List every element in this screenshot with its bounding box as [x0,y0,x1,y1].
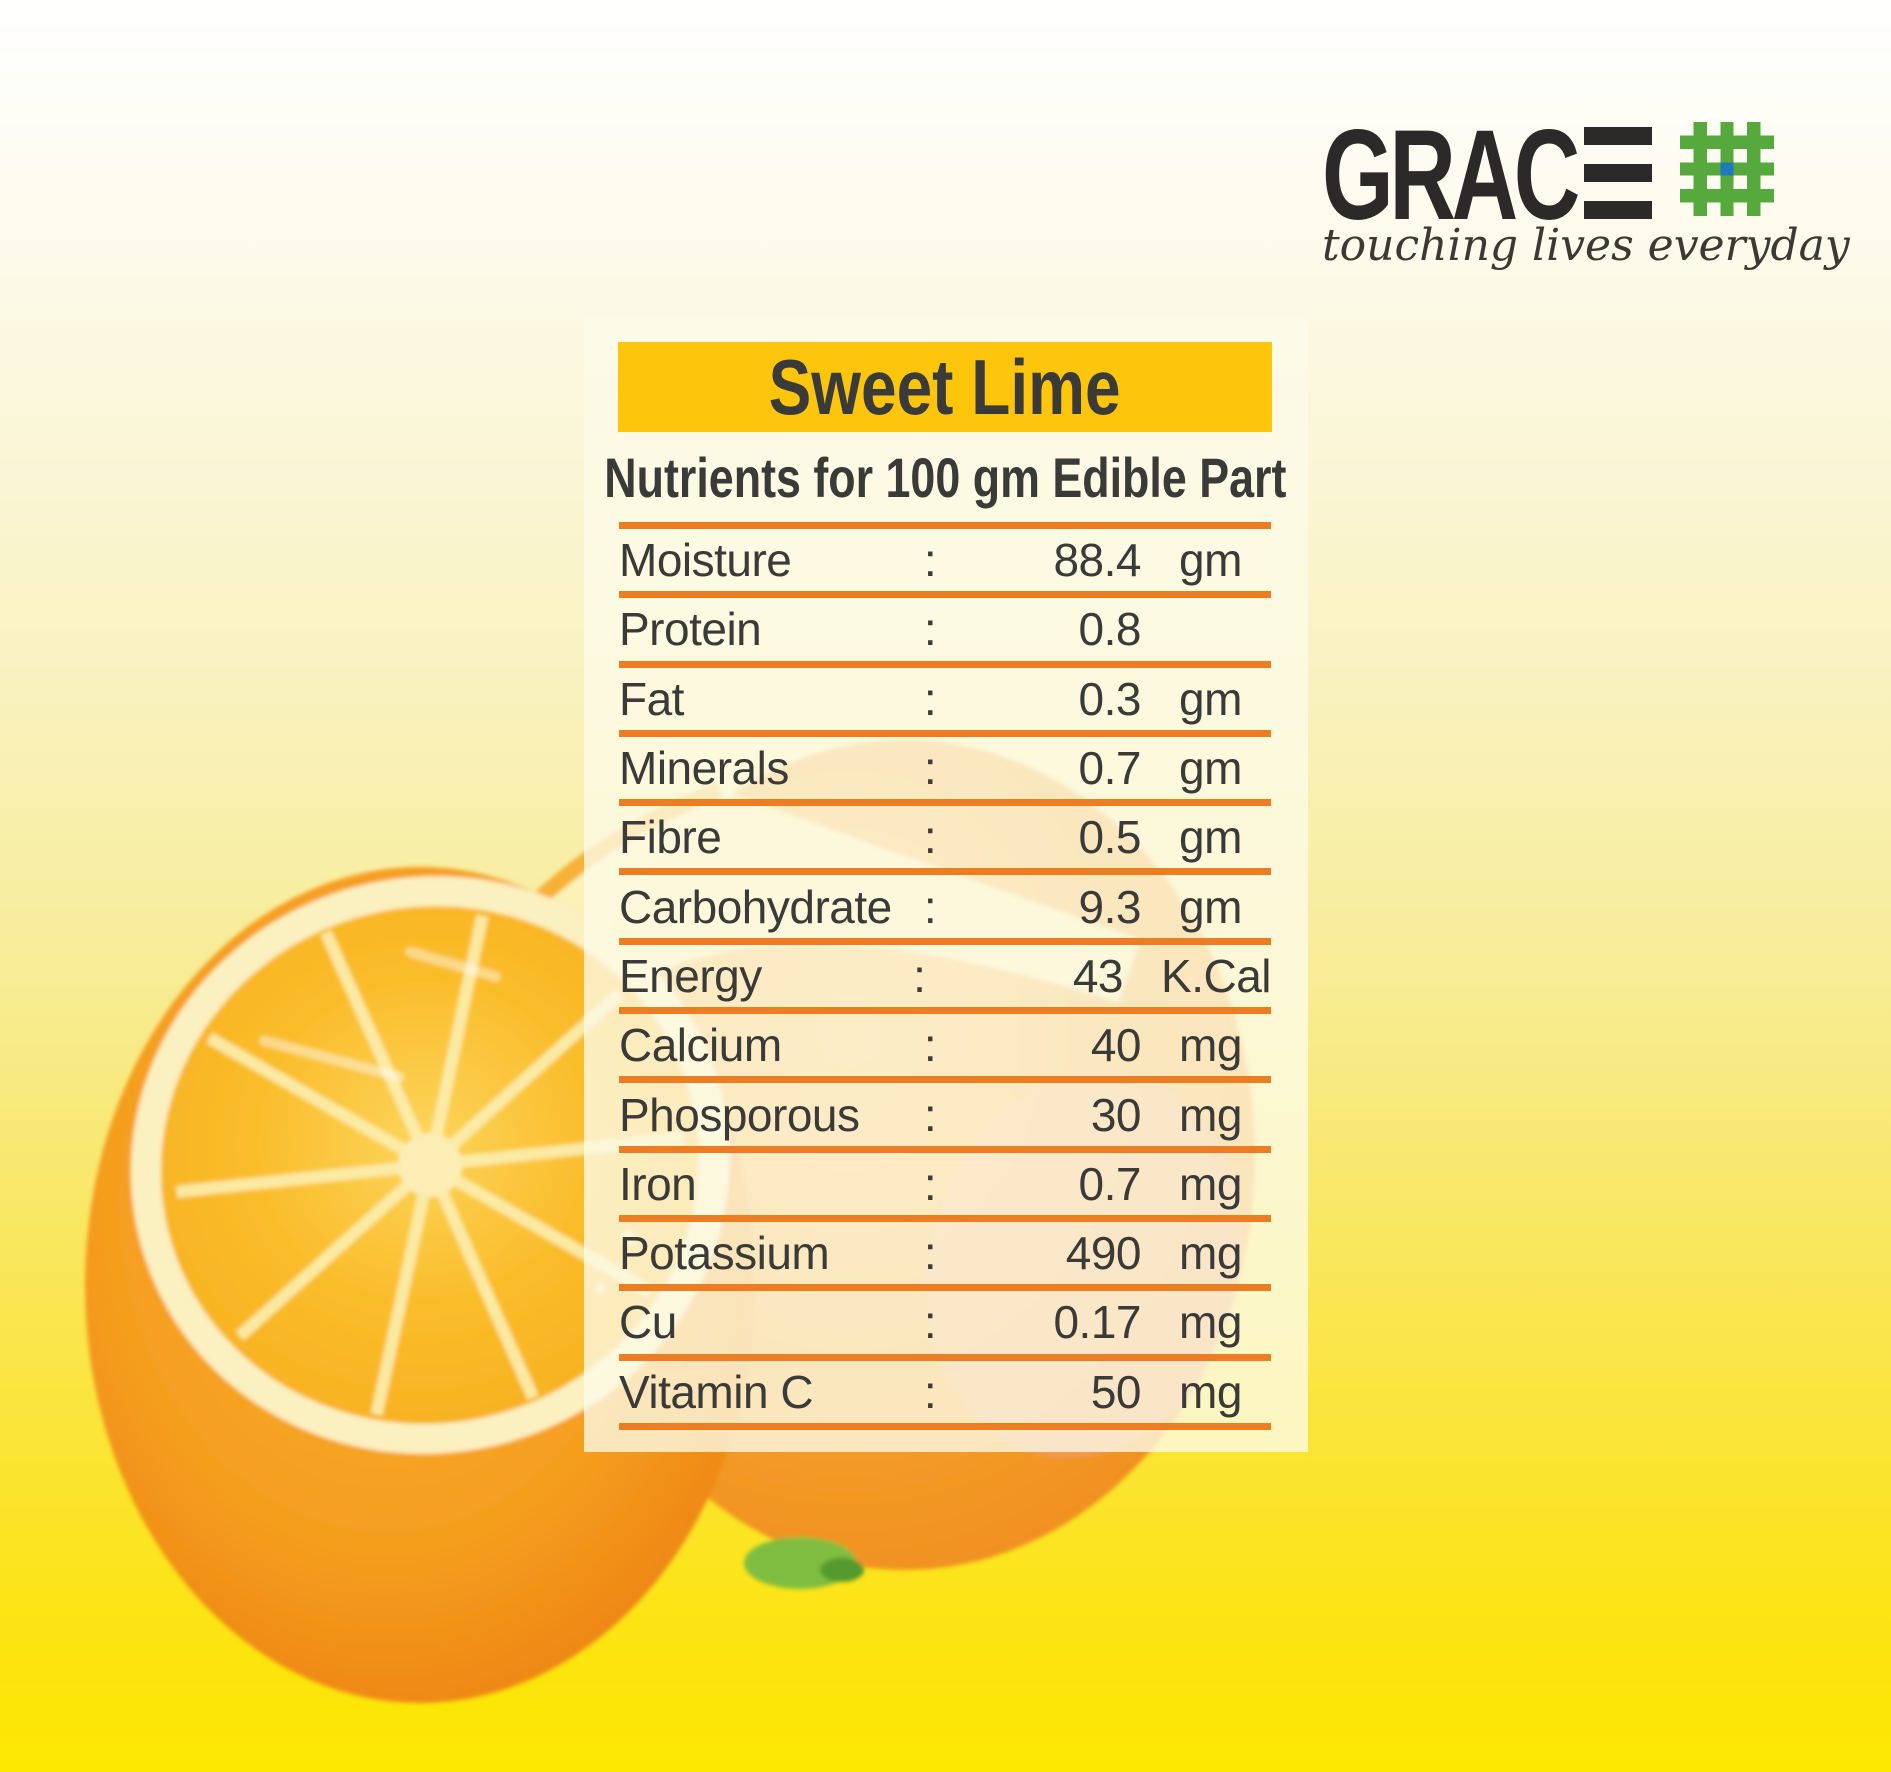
brand-wordmark: GRAC [1322,122,1652,222]
nutrient-unit: gm [1179,811,1242,864]
nutrient-label: Calcium [619,1019,782,1072]
nutrient-label: Minerals [619,742,789,795]
table-row: Minerals : 0.7 gm [619,729,1271,799]
table-row: Vitamin C : 50 mg [619,1353,1271,1423]
table-row: Moisture : 88.4 gm [619,522,1271,591]
colon-separator: : [923,1088,937,1141]
nutrient-value: 0.8 [1078,603,1142,656]
colon-separator: : [923,1019,937,1072]
nutrient-value: 30 [1090,1088,1142,1141]
grace-logo: GRAC touching lives everyday [1322,122,1850,271]
nutrient-value: 43 [1072,949,1124,1002]
nutrient-label: Fat [619,672,684,725]
logo-tagline: touching lives everyday [1322,220,1850,271]
nutrient-label: Potassium [619,1227,830,1280]
nutrient-label: Phosporous [619,1088,860,1141]
panel-subtitle-wrap: Nutrients for 100 gm Edible Part [604,432,1286,522]
table-row: Phosporous : 30 mg [619,1076,1271,1145]
leaf [744,1537,856,1589]
colon-separator: : [923,811,937,864]
panel-subtitle: Nutrients for 100 gm Edible Part [603,445,1287,509]
nutrient-value: 0.7 [1078,742,1142,795]
colon-separator: : [923,880,937,933]
table-row: Fibre : 0.5 gm [619,799,1271,868]
table-row: Carbohydrate : 9.3 gm [619,868,1271,937]
nutrient-value: 0.7 [1078,1157,1142,1210]
nutrient-value: 490 [1065,1227,1142,1280]
nutrition-panel: Sweet Lime Nutrients for 100 gm Edible P… [584,318,1308,1452]
table-row: Potassium : 490 mg [619,1214,1271,1284]
nutrient-value: 0.5 [1078,811,1142,864]
brand-letters: GRAC [1322,122,1578,222]
nutrient-table: Moisture : 88.4 gm Protein : 0.8 Fat : 0… [619,522,1271,1430]
nutrient-unit: mg [1179,1296,1242,1349]
table-row: Fat : 0.3 gm [619,660,1271,730]
nutrient-value: 40 [1090,1019,1142,1072]
table-row: Protein : 0.8 [619,591,1271,660]
nutrient-value: 0.17 [1053,1296,1141,1349]
nutrient-label: Carbohydrate [619,880,892,933]
nutrient-label: Energy [619,949,762,1002]
nutrient-label: Cu [619,1296,677,1349]
colon-separator: : [913,949,926,1002]
colon-separator: : [923,1296,937,1349]
nutrient-unit: mg [1179,1088,1242,1141]
table-row: Calcium : 40 mg [619,1007,1271,1076]
colon-separator: : [923,672,937,725]
nutrient-label: Moisture [619,534,792,587]
brand-row: GRAC [1322,122,1774,222]
colon-separator: : [923,742,937,795]
table-row: Cu : 0.17 mg [619,1284,1271,1353]
nutrient-value: 9.3 [1078,880,1142,933]
nutrient-unit: gm [1179,742,1242,795]
nutrient-unit: mg [1179,1227,1242,1280]
colon-separator: : [923,1227,937,1280]
nutrient-unit: mg [1179,1157,1242,1210]
nutrient-unit: gm [1179,534,1242,587]
table-row: Iron : 0.7 mg [619,1145,1271,1215]
nutrient-label: Vitamin C [619,1365,814,1418]
nutrient-value: 88.4 [1053,534,1141,587]
logo-grid-icon [1680,122,1774,216]
brand-letter-e [1584,127,1652,219]
nutrient-unit: mg [1179,1019,1242,1072]
nutrient-value: 50 [1090,1365,1142,1418]
nutrient-label: Fibre [619,811,722,864]
nutrient-unit: K.Cal [1161,949,1271,1002]
nutrient-value: 0.3 [1078,672,1142,725]
panel-title: Sweet Lime [769,342,1121,431]
nutrient-label: Protein [619,603,762,656]
colon-separator: : [923,1365,937,1418]
nutrient-label: Iron [619,1157,697,1210]
panel-title-bar: Sweet Lime [618,342,1272,432]
colon-separator: : [923,603,937,656]
colon-separator: : [923,1157,937,1210]
nutrient-unit: gm [1179,880,1242,933]
table-row: Energy : 43 K.Cal [619,937,1271,1007]
nutrient-unit: gm [1179,672,1242,725]
colon-separator: : [923,534,937,587]
nutrient-unit: mg [1179,1365,1242,1418]
